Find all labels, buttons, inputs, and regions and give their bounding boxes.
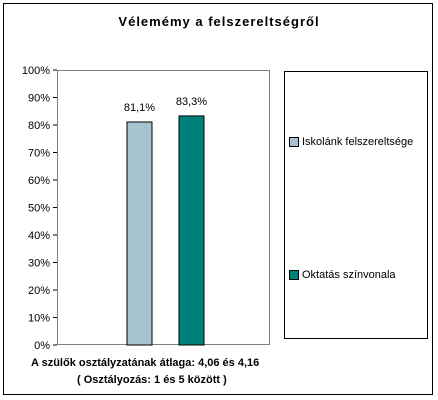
legend-item-series-1: Iskolánk felszereltsége — [289, 136, 413, 148]
legend-item-series-2: Oktatás színvonala — [289, 269, 396, 281]
y-tick-label: 40% — [28, 230, 50, 242]
y-tick-label: 90% — [28, 93, 50, 105]
y-tick-label: 20% — [28, 285, 50, 297]
data-label-series-2: 83,3% — [176, 96, 207, 108]
y-tick-label: 70% — [28, 148, 50, 160]
y-tick-label: 0% — [34, 340, 50, 352]
plot-area — [57, 70, 270, 345]
y-tick-label: 60% — [28, 175, 50, 187]
y-tick-label: 30% — [28, 258, 50, 270]
legend-label-series-1: Iskolánk felszereltsége — [302, 136, 414, 148]
y-tick-label: 50% — [28, 203, 50, 215]
y-tick-label: 80% — [28, 120, 50, 132]
y-tick-label: 10% — [28, 313, 50, 325]
legend-swatch-series-2 — [289, 270, 299, 280]
legend-label-series-2: Oktatás színvonala — [302, 269, 396, 281]
footnote-average: A szülők osztályzatának átlaga: 4,06 és … — [31, 357, 260, 369]
footnote-scale: ( Osztályozás: 1 és 5 között ) — [77, 374, 227, 386]
bar-series-1 — [126, 121, 153, 346]
legend-swatch-series-1 — [289, 137, 299, 147]
legend: Iskolánk felszereltsége Oktatás színvona… — [284, 71, 428, 339]
y-tick-label: 100% — [22, 65, 50, 77]
data-label-series-1: 81,1% — [124, 102, 155, 114]
bar-series-2 — [178, 115, 205, 346]
chart-title: Vélemémy a felszereltségről — [118, 14, 320, 29]
